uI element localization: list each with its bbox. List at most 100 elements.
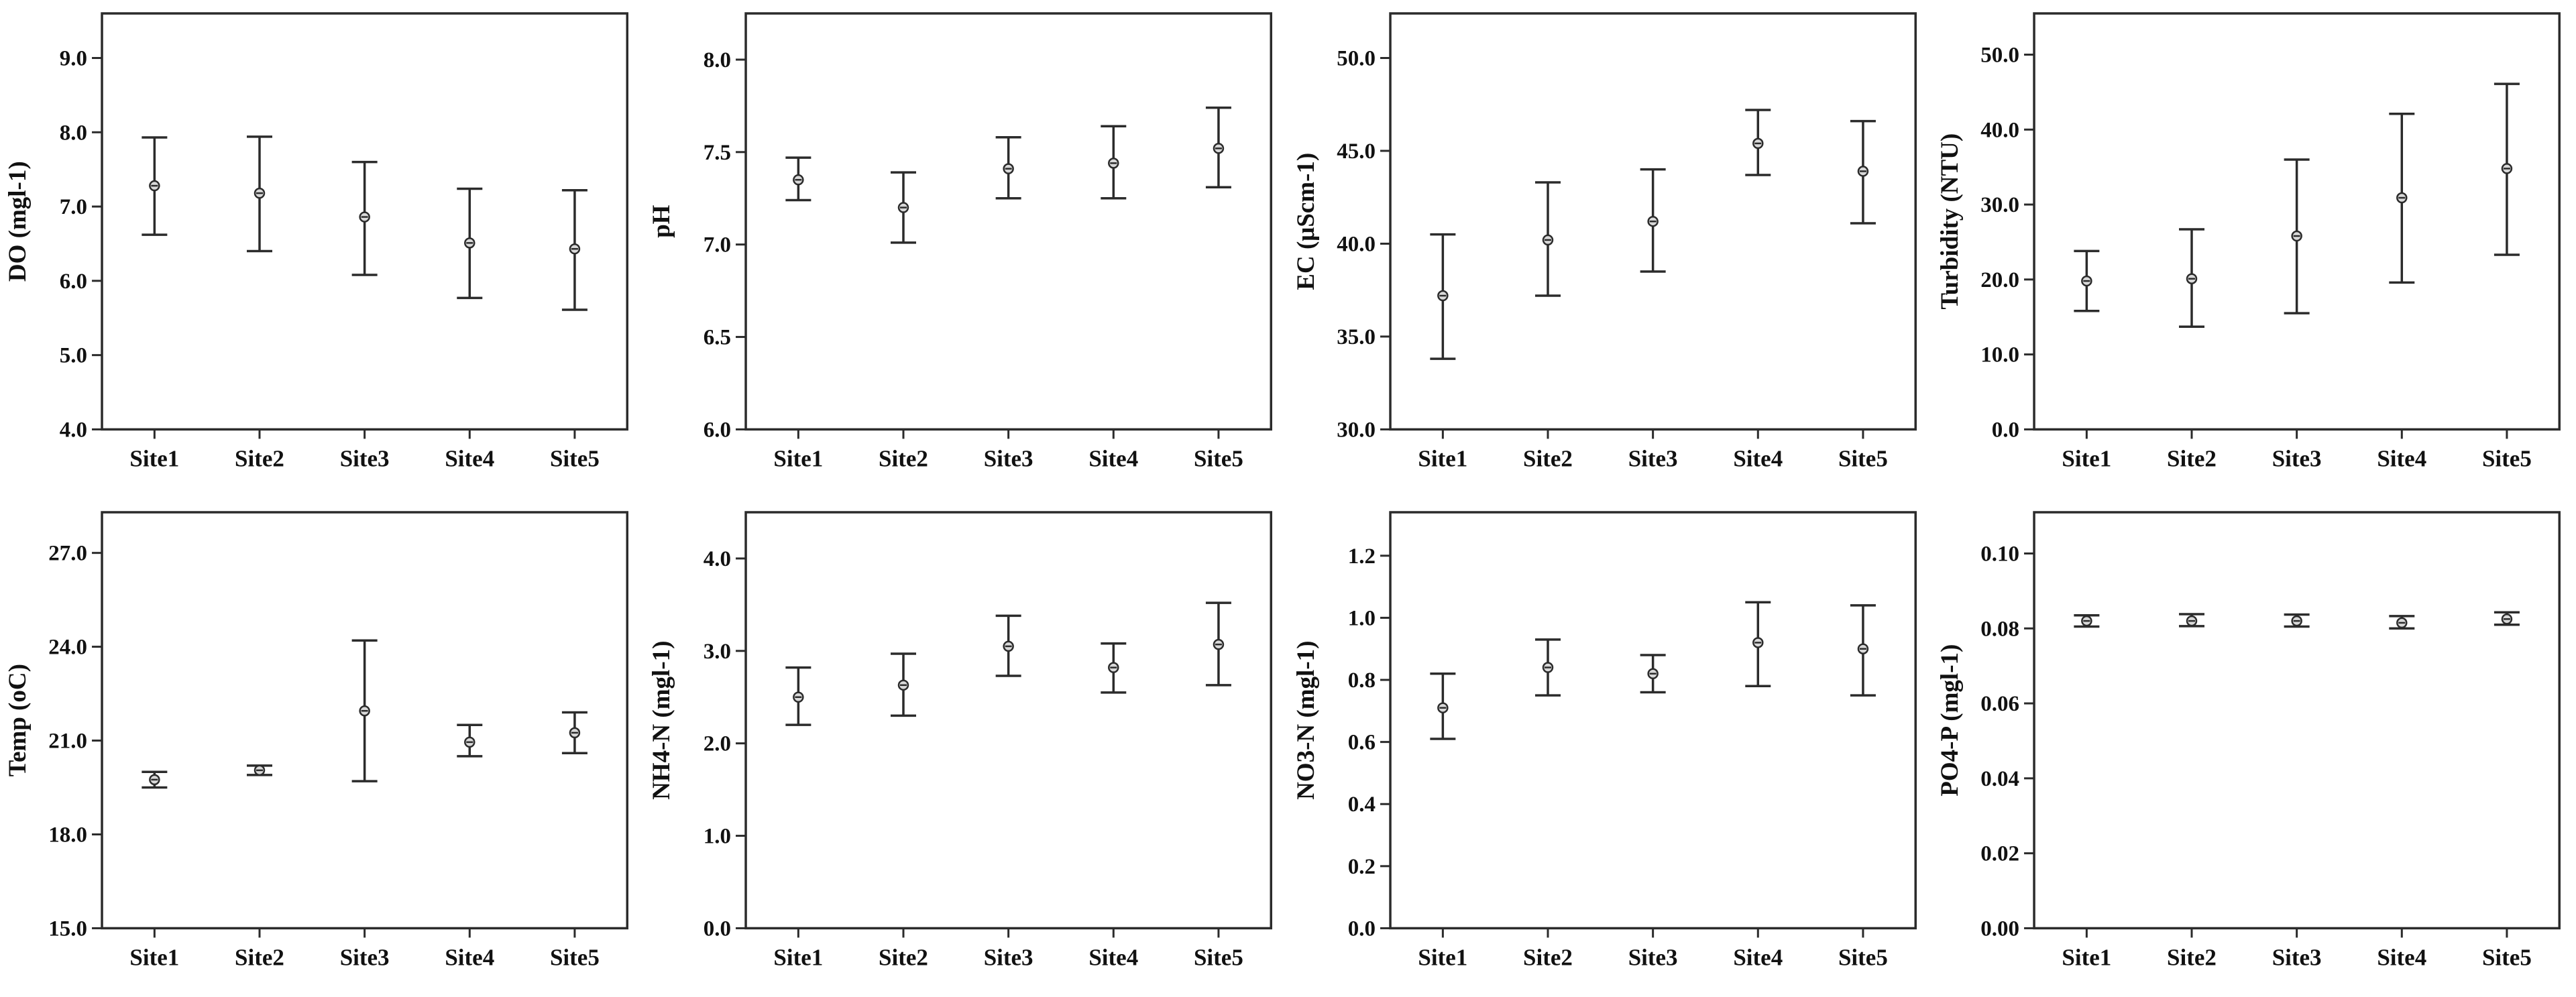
error-bars	[785, 601, 1232, 726]
error-bar-site4	[1744, 601, 1771, 687]
error-bars	[2074, 610, 2520, 630]
error-bar-site5	[2494, 82, 2520, 256]
chart-panel-ec: 30.0 35.0 40.0 45.0 50.0 EC (μScm-1) Site1 Site…	[1288, 0, 1932, 499]
x-tick-label: Site1	[129, 445, 179, 471]
y-tick-label: 0.0	[1347, 917, 1375, 941]
x-tick-label: Site1	[2062, 445, 2111, 471]
x-tick-label: Site1	[774, 445, 824, 471]
error-bar-site3	[351, 160, 378, 276]
error-bar-site1	[142, 770, 168, 788]
x-tick-label: Site2	[235, 944, 284, 970]
y-tick-label: 24.0	[48, 635, 87, 659]
x-axis: Site1 Site2 Site3 Site4 Site5	[2062, 429, 2532, 471]
y-axis-label: Turbidity (NTU)	[1936, 133, 1964, 310]
y-tick-label: 6.5	[704, 326, 731, 350]
error-bar-site4	[1101, 125, 1127, 200]
y-tick-label: 4.0	[60, 418, 87, 442]
y-tick-label: 6.0	[60, 270, 87, 294]
x-tick-label: Site2	[879, 445, 928, 471]
error-bar-site3	[1640, 653, 1666, 693]
y-tick-label: 45.0	[1337, 139, 1376, 164]
y-axis: 0.00 0.02 0.04 0.06 0.08 0.10	[1980, 542, 2034, 941]
error-bar-site1	[2074, 613, 2100, 628]
x-tick-label: Site1	[1418, 445, 1467, 471]
error-bar-site4	[457, 723, 483, 758]
error-bar-site1	[1429, 672, 1455, 740]
x-tick-label: Site4	[2377, 944, 2426, 970]
error-bar-site1	[2074, 249, 2100, 312]
x-tick-label: Site4	[1733, 944, 1783, 970]
x-axis: Site1 Site2 Site3 Site4 Site5	[1418, 429, 1887, 471]
x-tick-label: Site2	[879, 944, 928, 970]
x-tick-label: Site2	[1523, 445, 1573, 471]
error-bar-site3	[2284, 613, 2310, 628]
x-tick-label: Site1	[129, 944, 179, 970]
y-tick-label: 18.0	[48, 823, 87, 847]
y-tick-label: 30.0	[1980, 193, 2019, 217]
y-tick-label: 0.8	[1347, 668, 1375, 693]
error-bars	[1429, 601, 1876, 740]
y-tick-label: 0.00	[1980, 917, 2019, 941]
y-tick-label: 4.0	[704, 546, 731, 571]
y-axis-label: pH	[648, 204, 675, 238]
x-tick-label: Site3	[984, 445, 1033, 471]
y-axis: 0.0 10.0 20.0 30.0 40.0 50.0	[1980, 43, 2034, 442]
y-axis: 30.0 35.0 40.0 45.0 50.0	[1337, 46, 1390, 442]
error-bar-site5	[1206, 601, 1232, 687]
error-bars	[785, 106, 1232, 244]
error-bar-site3	[1640, 168, 1666, 273]
y-tick-label: 0.04	[1980, 766, 2019, 790]
error-bar-site5	[1850, 119, 1876, 225]
x-tick-label: Site5	[2482, 445, 2532, 471]
error-bar-site2	[2178, 612, 2204, 628]
plot-frame	[1388, 510, 1917, 929]
y-axis: 6.0 6.5 7.0 7.5 8.0	[704, 48, 746, 442]
y-tick-label: 35.0	[1337, 325, 1376, 349]
y-tick-label: 6.0	[704, 418, 731, 442]
error-bar-site5	[1206, 106, 1232, 188]
chart-panel-temp: 15.0 18.0 21.0 24.0 27.0 Temp (oC) Site1 Site2 S…	[0, 499, 644, 997]
y-tick-label: 3.0	[704, 639, 731, 663]
y-tick-label: 1.0	[704, 824, 731, 848]
y-axis-label: DO (mgl-1)	[4, 161, 32, 282]
y-tick-label: 7.0	[60, 195, 87, 219]
error-bar-site2	[1534, 638, 1561, 697]
errorbar-chart-turbidity: 0.0 10.0 20.0 30.0 40.0 50.0 Turbidity (NTU) Si…	[1936, 12, 2561, 471]
error-bars	[2074, 82, 2520, 329]
y-tick-label: 0.10	[1980, 542, 2019, 566]
error-bar-site3	[351, 639, 378, 782]
x-tick-label: Site5	[1194, 944, 1243, 970]
error-bar-site1	[142, 136, 168, 236]
error-bar-site4	[2389, 614, 2415, 630]
x-tick-label: Site1	[2062, 944, 2111, 970]
y-tick-label: 0.08	[1980, 617, 2019, 641]
y-tick-label: 0.06	[1980, 692, 2019, 716]
x-tick-label: Site4	[1089, 944, 1139, 970]
y-axis-label: Temp (oC)	[4, 664, 32, 776]
y-axis: 4.0 5.0 6.0 7.0 8.0 9.0	[60, 46, 103, 442]
x-tick-label: Site1	[774, 944, 824, 970]
x-tick-label: Site5	[2482, 944, 2532, 970]
x-tick-label: Site3	[1628, 944, 1677, 970]
y-tick-label: 1.2	[1347, 544, 1375, 568]
chart-panel-do: 4.0 5.0 6.0 7.0 8.0 9.0 DO (mgl-1) Site1 Site2 Si…	[0, 0, 644, 499]
errorbar-chart-po4p: 0.00 0.02 0.04 0.06 0.08 0.10 PO4-P (mgl-1) Sit…	[1936, 510, 2561, 970]
error-bar-site3	[995, 614, 1021, 677]
x-tick-label: Site1	[1418, 944, 1467, 970]
error-bar-site5	[1850, 603, 1876, 697]
y-tick-label: 21.0	[48, 729, 87, 753]
x-tick-label: Site4	[2377, 445, 2426, 471]
error-bar-site1	[785, 156, 811, 202]
error-bar-site4	[457, 187, 483, 300]
x-tick-label: Site3	[340, 944, 390, 970]
x-tick-label: Site5	[550, 944, 600, 970]
plot-frame	[744, 12, 1273, 431]
error-bars	[1429, 109, 1876, 360]
y-axis-label: NH4-N (mgl-1)	[648, 640, 675, 799]
y-tick-label: 50.0	[1980, 43, 2019, 67]
